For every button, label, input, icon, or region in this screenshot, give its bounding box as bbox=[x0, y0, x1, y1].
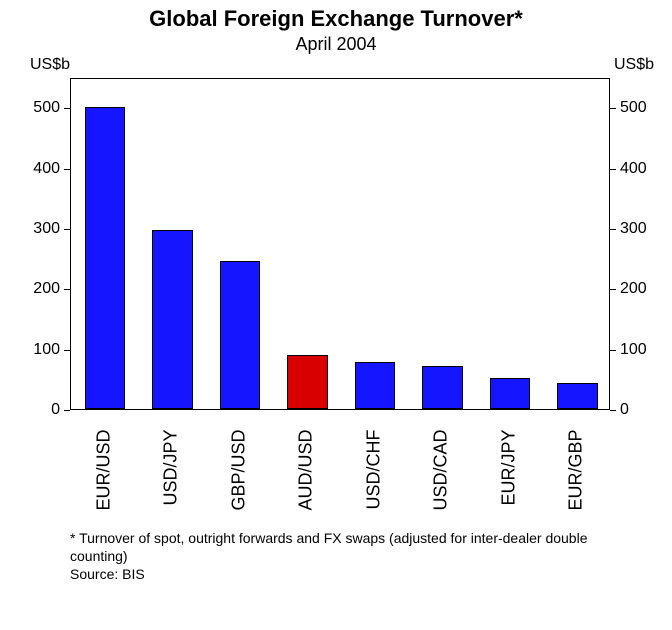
footnote-adjustment: * Turnover of spot, outright forwards an… bbox=[70, 530, 630, 565]
y-tick-left: 0 bbox=[0, 401, 60, 419]
y-tick-right: 500 bbox=[620, 99, 647, 117]
y-tick-right: 300 bbox=[620, 220, 647, 238]
y-tick-mark bbox=[610, 350, 616, 351]
y-unit-left: US$b bbox=[30, 56, 70, 74]
y-tick-mark bbox=[610, 108, 616, 109]
y-tick-right: 400 bbox=[620, 160, 647, 178]
y-tick-mark bbox=[64, 410, 70, 411]
y-tick-right: 200 bbox=[620, 280, 647, 298]
y-tick-left: 300 bbox=[0, 220, 60, 238]
bar bbox=[422, 366, 463, 409]
chart-subtitle: April 2004 bbox=[0, 34, 672, 55]
y-tick-right: 0 bbox=[620, 401, 629, 419]
y-unit-right: US$b bbox=[614, 56, 654, 74]
y-tick-right: 100 bbox=[620, 341, 647, 359]
y-tick-mark bbox=[610, 289, 616, 290]
y-tick-left: 400 bbox=[0, 160, 60, 178]
bar bbox=[287, 355, 328, 409]
footnote-source: Source: BIS bbox=[70, 566, 630, 584]
y-tick-left: 100 bbox=[0, 341, 60, 359]
bar bbox=[490, 378, 531, 409]
fx-turnover-chart: Global Foreign Exchange Turnover* April … bbox=[0, 0, 672, 587]
bar bbox=[355, 362, 396, 409]
y-tick-mark bbox=[610, 169, 616, 170]
y-tick-left: 200 bbox=[0, 280, 60, 298]
bar bbox=[85, 107, 126, 409]
y-tick-mark bbox=[610, 410, 616, 411]
y-tick-mark bbox=[610, 229, 616, 230]
bar bbox=[220, 261, 261, 409]
bar bbox=[557, 383, 598, 409]
chart-title: Global Foreign Exchange Turnover* bbox=[0, 6, 672, 32]
y-tick-left: 500 bbox=[0, 99, 60, 117]
bar bbox=[152, 230, 193, 409]
plot-area bbox=[70, 78, 610, 410]
